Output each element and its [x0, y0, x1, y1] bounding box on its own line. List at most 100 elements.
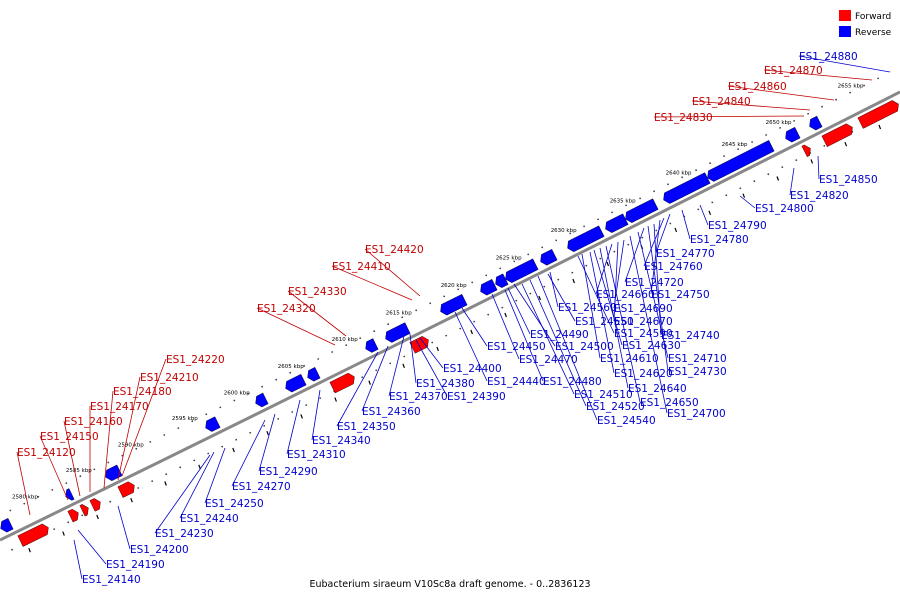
gene-label[interactable]: ES1_24290 — [259, 466, 318, 478]
gene-label[interactable]: ES1_24310 — [287, 449, 346, 461]
label-leader — [691, 100, 811, 111]
gene-label[interactable]: ES1_24410 — [332, 261, 391, 273]
forward-gene[interactable] — [17, 523, 49, 547]
forward-gene[interactable] — [409, 336, 429, 354]
reverse-gene[interactable] — [625, 198, 659, 223]
gene-label[interactable]: ES1_24710 — [668, 353, 727, 365]
gene-label[interactable]: ES1_24790 — [708, 220, 767, 232]
gene-label[interactable]: ES1_24370 — [389, 391, 448, 403]
gene-label[interactable]: ES1_24770 — [656, 248, 715, 260]
gene-label[interactable]: ES1_24820 — [790, 190, 849, 202]
gene-label[interactable]: ES1_24360 — [362, 406, 421, 418]
gene-label[interactable]: ES1_24350 — [337, 421, 396, 433]
gene-label[interactable]: ES1_24180 — [113, 386, 172, 398]
gene-label[interactable]: ES1_24330 — [288, 286, 347, 298]
gene-label[interactable]: ES1_24870 — [764, 65, 823, 77]
gene-label[interactable]: ES1_24210 — [140, 372, 199, 384]
reverse-gene[interactable] — [707, 140, 775, 182]
track-dot — [653, 190, 655, 193]
reverse-gene[interactable] — [365, 338, 379, 353]
gene-label[interactable]: ES1_24620 — [614, 368, 673, 380]
gene-label[interactable]: ES1_24440 — [487, 376, 546, 388]
gene-label[interactable]: ES1_24450 — [487, 341, 546, 353]
reverse-gene[interactable] — [255, 392, 269, 408]
gene-label[interactable]: ES1_24690 — [614, 303, 673, 315]
reverse-gene[interactable] — [0, 518, 14, 533]
label-leader — [39, 435, 69, 501]
gene-label[interactable]: ES1_24520 — [586, 401, 645, 413]
gene-label[interactable]: ES1_24840 — [692, 96, 751, 108]
gene-label[interactable]: ES1_24750 — [651, 289, 710, 301]
gene-label[interactable]: ES1_24230 — [155, 528, 214, 540]
gene-label[interactable]: ES1_24220 — [166, 354, 225, 366]
gene-label[interactable]: ES1_24780 — [690, 234, 749, 246]
forward-gene[interactable] — [117, 481, 135, 498]
forward-gene[interactable] — [79, 504, 89, 517]
reverse-gene[interactable] — [809, 115, 823, 131]
gene-label[interactable]: ES1_24490 — [530, 329, 589, 341]
gene-label[interactable]: ES1_24500 — [555, 341, 614, 353]
forward-gene[interactable] — [89, 498, 101, 512]
gene-label[interactable]: ES1_24120 — [17, 447, 76, 459]
gene-label[interactable]: ES1_24650 — [640, 397, 699, 409]
label-leader — [798, 55, 891, 73]
reverse-gene[interactable] — [385, 322, 411, 343]
gene-label[interactable]: ES1_24240 — [180, 513, 239, 525]
reverse-gene[interactable] — [567, 225, 605, 253]
gene-label[interactable]: ES1_24150 — [40, 431, 99, 443]
gene-label[interactable]: ES1_24320 — [257, 303, 316, 315]
gene-label[interactable]: ES1_24720 — [625, 277, 684, 289]
forward-gene[interactable] — [821, 123, 853, 147]
gene-label[interactable]: ES1_24670 — [614, 316, 673, 328]
gene-label[interactable]: ES1_24270 — [232, 481, 291, 493]
gene-label[interactable]: ES1_24340 — [312, 435, 371, 447]
gene-label[interactable]: ES1_24380 — [416, 378, 475, 390]
gene-label[interactable]: ES1_24880 — [799, 51, 858, 63]
gene-label[interactable]: ES1_24730 — [668, 366, 727, 378]
reverse-gene[interactable] — [307, 367, 321, 382]
gene-label[interactable]: ES1_24390 — [447, 391, 506, 403]
reverse-gene[interactable] — [440, 294, 468, 316]
gene-label[interactable]: ES1_24740 — [661, 330, 720, 342]
gene-label[interactable]: ES1_24590 — [614, 328, 673, 340]
gene-label[interactable]: ES1_24640 — [628, 383, 687, 395]
gene-label[interactable]: ES1_24610 — [600, 353, 659, 365]
track-dot — [767, 173, 770, 176]
gene-label[interactable]: ES1_24420 — [365, 244, 424, 256]
gene-label[interactable]: ES1_24140 — [82, 574, 141, 586]
gene-label[interactable]: ES1_24510 — [574, 389, 633, 401]
reverse-gene[interactable] — [505, 258, 539, 283]
track-dot — [317, 358, 320, 360]
forward-gene[interactable] — [857, 100, 899, 129]
reverse-gene[interactable] — [105, 464, 123, 482]
map-caption: Eubacterium siraeum V10Sc8a draft genome… — [309, 579, 590, 590]
label-leader — [589, 251, 615, 374]
reverse-gene[interactable] — [205, 416, 221, 432]
gene-label[interactable]: ES1_24400 — [443, 363, 502, 375]
gene-label[interactable]: ES1_24470 — [519, 354, 578, 366]
gene-label[interactable]: ES1_24250 — [205, 498, 264, 510]
forward-gene[interactable] — [67, 508, 79, 523]
gene-label[interactable]: ES1_24860 — [728, 81, 787, 93]
gene-label[interactable]: ES1_24800 — [755, 203, 814, 215]
reverse-gene[interactable] — [785, 126, 801, 143]
gene-label[interactable]: ES1_24160 — [64, 416, 123, 428]
gene-label[interactable]: ES1_24760 — [644, 261, 703, 273]
gene-label[interactable]: ES1_24700 — [667, 408, 726, 420]
reverse-gene[interactable] — [480, 279, 498, 296]
forward-gene[interactable] — [801, 144, 811, 158]
gene-label[interactable]: ES1_24170 — [90, 401, 149, 413]
reverse-gene[interactable] — [540, 249, 558, 266]
reverse-gene[interactable] — [65, 488, 75, 501]
gene-label[interactable]: ES1_24480 — [543, 376, 602, 388]
gene-label[interactable]: ES1_24830 — [654, 112, 713, 124]
gene-label[interactable]: ES1_24550 — [575, 316, 634, 328]
gene-label[interactable]: ES1_24850 — [819, 174, 878, 186]
gene-label[interactable]: ES1_24560 — [558, 302, 617, 314]
gene-label[interactable]: ES1_24660 — [596, 289, 655, 301]
gene-label[interactable]: ES1_24200 — [130, 544, 189, 556]
forward-gene[interactable] — [329, 372, 355, 394]
gene-label[interactable]: ES1_24190 — [106, 559, 165, 571]
gene-label[interactable]: ES1_24540 — [597, 415, 656, 427]
reverse-gene[interactable] — [285, 373, 307, 393]
